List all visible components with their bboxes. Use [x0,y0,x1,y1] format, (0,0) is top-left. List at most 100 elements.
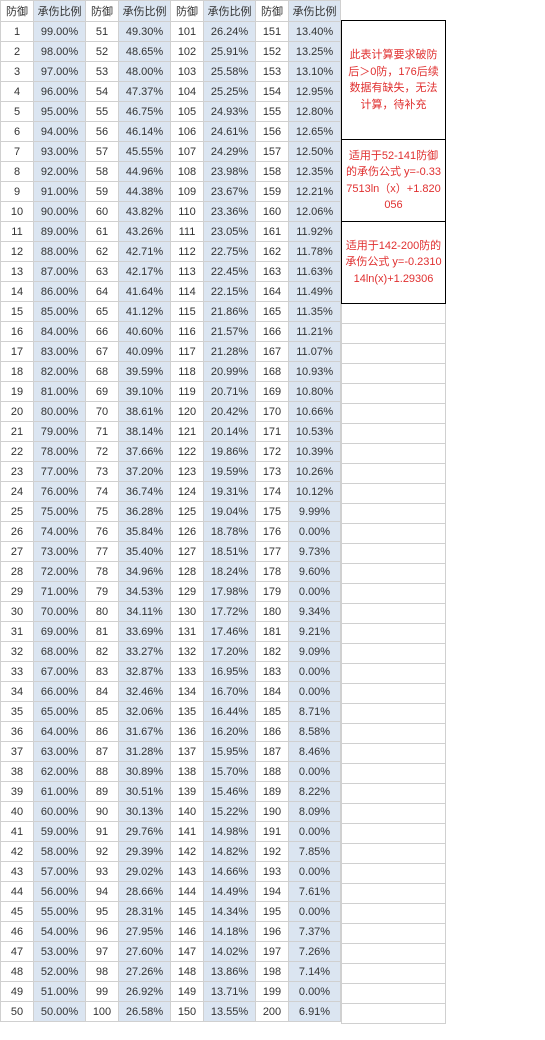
table-row: 4159.00%9129.76%14114.98%1910.00% [1,822,341,842]
cell-def: 137 [171,742,204,762]
cell-ratio: 15.70% [204,762,256,782]
cell-ratio: 8.71% [289,702,341,722]
cell-def: 175 [256,502,289,522]
cell-def: 25 [1,502,34,522]
cell-ratio: 0.00% [289,822,341,842]
table-row: 3565.00%8532.06%13516.44%1858.71% [1,702,341,722]
cell-ratio: 66.00% [34,682,86,702]
empty-cell [342,644,445,664]
cell-ratio: 20.71% [204,382,256,402]
cell-ratio: 22.75% [204,242,256,262]
cell-def: 5 [1,102,34,122]
table-row: 3862.00%8830.89%13815.70%1880.00% [1,762,341,782]
cell-def: 146 [171,922,204,942]
cell-def: 11 [1,222,34,242]
cell-def: 156 [256,122,289,142]
cell-ratio: 49.30% [119,22,171,42]
cell-ratio: 9.21% [289,622,341,642]
cell-ratio: 11.63% [289,262,341,282]
cell-def: 56 [86,122,119,142]
cell-ratio: 13.40% [289,22,341,42]
cell-ratio: 30.51% [119,782,171,802]
cell-ratio: 26.58% [119,1002,171,1022]
cell-ratio: 18.78% [204,522,256,542]
cell-ratio: 17.20% [204,642,256,662]
cell-ratio: 11.78% [289,242,341,262]
table-row: 3961.00%8930.51%13915.46%1898.22% [1,782,341,802]
cell-ratio: 68.00% [34,642,86,662]
cell-ratio: 9.60% [289,562,341,582]
empty-cell [342,764,445,784]
cell-ratio: 7.14% [289,962,341,982]
empty-cell [342,744,445,764]
cell-def: 78 [86,562,119,582]
cell-def: 107 [171,142,204,162]
cell-ratio: 6.91% [289,1002,341,1022]
table-row: 1981.00%6939.10%11920.71%16910.80% [1,382,341,402]
empty-cell [342,844,445,864]
cell-ratio: 10.26% [289,462,341,482]
cell-def: 86 [86,722,119,742]
cell-def: 126 [171,522,204,542]
table-row: 2872.00%7834.96%12818.24%1789.60% [1,562,341,582]
empty-cell [342,664,445,684]
cell-def: 115 [171,302,204,322]
cell-ratio: 31.67% [119,722,171,742]
cell-def: 105 [171,102,204,122]
cell-ratio: 57.00% [34,862,86,882]
cell-ratio: 10.53% [289,422,341,442]
cell-ratio: 0.00% [289,762,341,782]
cell-ratio: 14.82% [204,842,256,862]
cell-ratio: 48.65% [119,42,171,62]
cell-ratio: 56.00% [34,882,86,902]
cell-def: 179 [256,582,289,602]
table-row: 1288.00%6242.71%11222.75%16211.78% [1,242,341,262]
cell-ratio: 36.74% [119,482,171,502]
cell-ratio: 59.00% [34,822,86,842]
cell-ratio: 8.09% [289,802,341,822]
table-row: 2278.00%7237.66%12219.86%17210.39% [1,442,341,462]
cell-def: 21 [1,422,34,442]
cell-ratio: 12.50% [289,142,341,162]
cell-ratio: 14.49% [204,882,256,902]
cell-ratio: 90.00% [34,202,86,222]
cell-def: 97 [86,942,119,962]
cell-def: 135 [171,702,204,722]
cell-ratio: 87.00% [34,262,86,282]
cell-def: 64 [86,282,119,302]
empty-cell [342,524,445,544]
cell-def: 17 [1,342,34,362]
cell-ratio: 77.00% [34,462,86,482]
cell-def: 178 [256,562,289,582]
cell-ratio: 63.00% [34,742,86,762]
cell-ratio: 45.55% [119,142,171,162]
cell-def: 198 [256,962,289,982]
cell-ratio: 16.70% [204,682,256,702]
cell-ratio: 50.00% [34,1002,86,1022]
cell-ratio: 12.35% [289,162,341,182]
cell-def: 87 [86,742,119,762]
table-body: 199.00%5149.30%10126.24%15113.40%298.00%… [1,22,341,1022]
cell-ratio: 20.42% [204,402,256,422]
cell-ratio: 13.10% [289,62,341,82]
cell-ratio: 42.17% [119,262,171,282]
cell-ratio: 85.00% [34,302,86,322]
cell-def: 39 [1,782,34,802]
note-text-1: 此表计算要求破防后＞0防，176后续数据有缺失，无法计算，待补充 [345,47,442,113]
cell-def: 140 [171,802,204,822]
empty-cell [342,604,445,624]
cell-def: 111 [171,222,204,242]
cell-ratio: 25.91% [204,42,256,62]
empty-cell [342,784,445,804]
cell-ratio: 17.46% [204,622,256,642]
cell-ratio: 86.00% [34,282,86,302]
cell-ratio: 27.26% [119,962,171,982]
cell-ratio: 19.86% [204,442,256,462]
cell-def: 144 [171,882,204,902]
table-row: 2179.00%7138.14%12120.14%17110.53% [1,422,341,442]
cell-def: 29 [1,582,34,602]
empty-cell [342,404,445,424]
cell-ratio: 55.00% [34,902,86,922]
cell-def: 73 [86,462,119,482]
cell-def: 66 [86,322,119,342]
